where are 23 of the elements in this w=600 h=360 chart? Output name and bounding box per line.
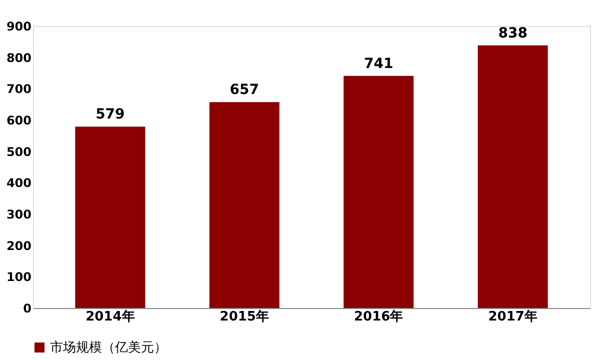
y-tick-label: 600 bbox=[6, 114, 32, 128]
y-tick-label: 300 bbox=[6, 208, 32, 222]
y-tick-label: 200 bbox=[6, 238, 32, 253]
y-tick-label: 400 bbox=[6, 176, 32, 190]
y-tick-label: 800 bbox=[6, 50, 32, 65]
y-tick-label: 500 bbox=[6, 144, 32, 159]
bar bbox=[478, 45, 548, 308]
bar bbox=[209, 102, 280, 308]
data-label: 741 bbox=[364, 56, 394, 72]
x-tick-label: 2017年 bbox=[488, 310, 538, 324]
y-tick-label: 900 bbox=[6, 20, 32, 34]
y-tick-label: 700 bbox=[6, 82, 32, 96]
legend-label: 市场规模（亿美元） bbox=[50, 340, 167, 356]
bar bbox=[344, 76, 414, 308]
x-tick-label: 2016年 bbox=[354, 310, 404, 324]
x-tick-label: 2015年 bbox=[220, 310, 269, 324]
x-tick-label: 2014年 bbox=[86, 310, 135, 324]
data-label: 838 bbox=[498, 25, 528, 42]
data-label: 657 bbox=[230, 82, 260, 98]
data-label: 579 bbox=[96, 106, 125, 123]
bar bbox=[75, 126, 146, 308]
y-tick-label: 100 bbox=[6, 270, 32, 284]
y-tick-label: 0 bbox=[23, 302, 32, 316]
